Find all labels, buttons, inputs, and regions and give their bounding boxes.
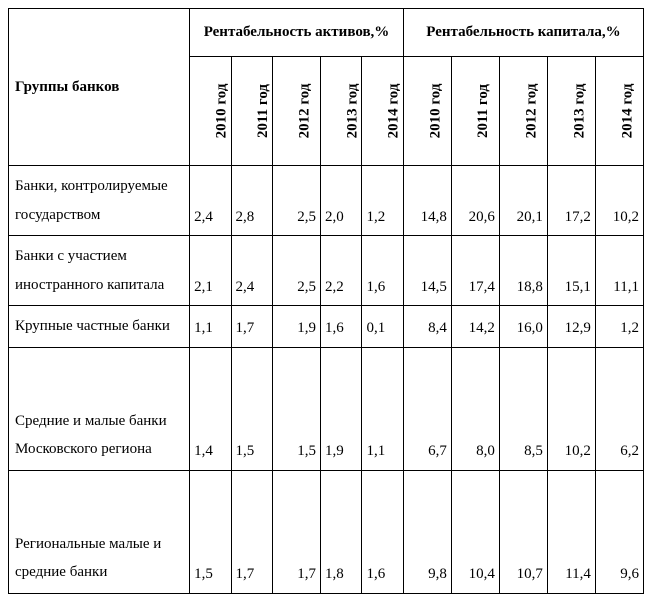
year-header: 2010 год	[403, 57, 451, 166]
year-header: 2013 год	[321, 57, 362, 166]
year-header: 2011 год	[451, 57, 499, 166]
row-label: Банки, контролируемые государством	[9, 166, 190, 236]
cell-value: 2,8	[231, 166, 272, 236]
cell-value: 2,5	[273, 236, 321, 306]
cell-value: 1,5	[231, 347, 272, 470]
group-header-capital: Рентабельность капитала,%	[403, 9, 643, 57]
row-label: Банки с участием иностранного капитала	[9, 236, 190, 306]
cell-value: 12,9	[547, 306, 595, 348]
cell-value: 14,8	[403, 166, 451, 236]
cell-value: 9,6	[595, 470, 643, 593]
year-label: 2010 год	[426, 84, 444, 139]
cell-value: 2,0	[321, 166, 362, 236]
cell-value: 1,9	[273, 306, 321, 348]
cell-value: 11,4	[547, 470, 595, 593]
table-row: Средние и малые банки Московского регион…	[9, 347, 644, 470]
cell-value: 10,7	[499, 470, 547, 593]
year-label: 2012 год	[295, 84, 313, 139]
year-label: 2012 год	[522, 84, 540, 139]
cell-value: 18,8	[499, 236, 547, 306]
cell-value: 14,2	[451, 306, 499, 348]
year-header: 2012 год	[273, 57, 321, 166]
cell-value: 2,1	[190, 236, 231, 306]
cell-value: 6,2	[595, 347, 643, 470]
cell-value: 1,7	[273, 470, 321, 593]
cell-value: 8,4	[403, 306, 451, 348]
year-header: 2010 год	[190, 57, 231, 166]
cell-value: 1,1	[362, 347, 403, 470]
cell-value: 1,7	[231, 306, 272, 348]
cell-value: 6,7	[403, 347, 451, 470]
year-header: 2013 год	[547, 57, 595, 166]
cell-value: 2,4	[231, 236, 272, 306]
year-header: 2011 год	[231, 57, 272, 166]
header-row-1: Группы банков Рентабельность активов,% Р…	[9, 9, 644, 57]
cell-value: 1,4	[190, 347, 231, 470]
cell-value: 8,0	[451, 347, 499, 470]
table-row: Крупные частные банки1,11,71,91,60,18,41…	[9, 306, 644, 348]
cell-value: 1,6	[362, 236, 403, 306]
cell-value: 0,1	[362, 306, 403, 348]
cell-value: 10,4	[451, 470, 499, 593]
cell-value: 1,9	[321, 347, 362, 470]
cell-value: 2,2	[321, 236, 362, 306]
cell-value: 1,6	[321, 306, 362, 348]
cell-value: 1,1	[190, 306, 231, 348]
cell-value: 17,4	[451, 236, 499, 306]
cell-value: 2,4	[190, 166, 231, 236]
row-header: Группы банков	[9, 9, 190, 166]
year-header: 2014 год	[595, 57, 643, 166]
cell-value: 15,1	[547, 236, 595, 306]
year-header: 2012 год	[499, 57, 547, 166]
row-label: Крупные частные банки	[9, 306, 190, 348]
year-label: 2013 год	[570, 84, 588, 139]
cell-value: 10,2	[595, 166, 643, 236]
cell-value: 2,5	[273, 166, 321, 236]
profitability-table: Группы банков Рентабельность активов,% Р…	[8, 8, 644, 594]
table-row: Региональные малые и средние банки1,51,7…	[9, 470, 644, 593]
cell-value: 1,6	[362, 470, 403, 593]
cell-value: 20,6	[451, 166, 499, 236]
cell-value: 1,8	[321, 470, 362, 593]
cell-value: 1,5	[273, 347, 321, 470]
year-label: 2011 год	[254, 84, 272, 138]
group-header-assets: Рентабельность активов,%	[190, 9, 404, 57]
table-row: Банки, контролируемые государством2,42,8…	[9, 166, 644, 236]
table-row: Банки с участием иностранного капитала2,…	[9, 236, 644, 306]
cell-value: 16,0	[499, 306, 547, 348]
year-label: 2014 год	[618, 84, 636, 139]
cell-value: 17,2	[547, 166, 595, 236]
year-label: 2011 год	[474, 84, 492, 138]
year-label: 2014 год	[385, 84, 403, 139]
year-header: 2014 год	[362, 57, 403, 166]
year-label: 2010 год	[213, 84, 231, 139]
cell-value: 11,1	[595, 236, 643, 306]
cell-value: 1,5	[190, 470, 231, 593]
row-label: Средние и малые банки Московского регион…	[9, 347, 190, 470]
cell-value: 1,2	[362, 166, 403, 236]
cell-value: 1,7	[231, 470, 272, 593]
cell-value: 1,2	[595, 306, 643, 348]
cell-value: 10,2	[547, 347, 595, 470]
row-label: Региональные малые и средние банки	[9, 470, 190, 593]
cell-value: 20,1	[499, 166, 547, 236]
cell-value: 8,5	[499, 347, 547, 470]
cell-value: 14,5	[403, 236, 451, 306]
cell-value: 9,8	[403, 470, 451, 593]
year-label: 2013 год	[343, 84, 361, 139]
